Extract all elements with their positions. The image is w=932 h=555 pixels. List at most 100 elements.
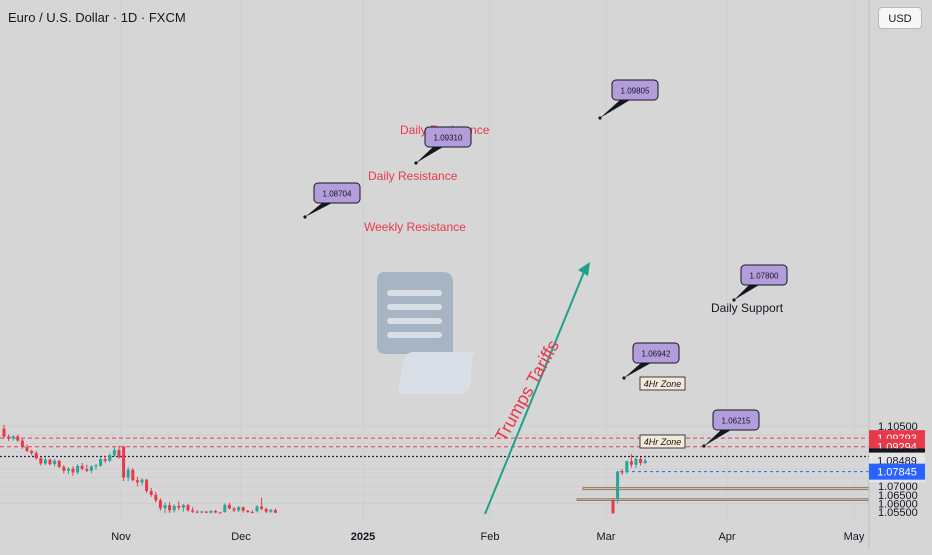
candle-body	[57, 460, 61, 467]
candle-body	[611, 500, 615, 514]
candle-body	[177, 505, 181, 508]
candle-body	[112, 450, 116, 456]
callout-text: 1.07800	[750, 272, 779, 281]
candle-body	[616, 471, 620, 500]
candle-body	[273, 509, 277, 513]
callout-anchor	[622, 376, 626, 380]
price-tick-label: 1.10500	[878, 421, 918, 433]
candle-body	[76, 465, 80, 473]
callout-pointer	[704, 430, 731, 446]
candle-body	[2, 428, 6, 437]
candle-body	[250, 512, 254, 513]
callout-anchor	[414, 161, 418, 165]
candle-body	[158, 500, 162, 509]
candle-body	[34, 453, 38, 459]
callout-box	[424, 126, 472, 148]
symbol-title: Euro / U.S. Dollar · 1D · FXCM	[8, 10, 186, 25]
candle-body	[209, 510, 213, 513]
candle-body	[154, 494, 158, 501]
candle-body	[186, 505, 190, 511]
candle-body	[241, 507, 245, 511]
trend-arrow	[484, 271, 585, 515]
candle-body	[71, 468, 75, 473]
callout-box	[712, 409, 760, 431]
candle-body	[39, 458, 43, 464]
price-tick-label: 1.06500	[878, 490, 918, 502]
time-tick-label: 2025	[351, 531, 375, 543]
candle-body	[227, 504, 231, 509]
candle-body	[145, 479, 149, 492]
time-tick-label: May	[844, 531, 865, 543]
callout-anchor	[732, 298, 736, 302]
time-tick-label: Apr	[718, 531, 735, 543]
zone-label: 4Hr Zone	[644, 437, 682, 447]
callout-text: 1.08704	[323, 190, 352, 199]
callout-text: 1.09310	[434, 134, 463, 143]
price-tick-label: 1.05500	[878, 507, 918, 519]
callout-box	[611, 79, 659, 101]
candle-body	[181, 505, 185, 508]
candle-body	[131, 469, 135, 481]
candle-body	[639, 459, 643, 463]
level-label: Daily Resistance	[368, 169, 458, 183]
zone-label-box	[639, 376, 686, 391]
candle-body	[620, 471, 624, 473]
candle-body	[168, 505, 172, 511]
time-axis: Nov Dec 2025 Feb Mar Apr May	[111, 531, 865, 543]
price-callout: 1.07800	[732, 264, 788, 302]
zone-label-group: 4Hr Zone	[639, 434, 686, 449]
time-tick-label: Nov	[111, 531, 131, 543]
time-tick-label: Mar	[597, 531, 616, 543]
candle-body	[204, 511, 208, 513]
candle-body	[103, 459, 107, 461]
price-callout: 1.09805	[598, 79, 659, 120]
currency-button[interactable]: USD	[878, 7, 922, 29]
candle-body	[629, 461, 633, 465]
price-callout: 1.08704	[303, 182, 361, 219]
candle-body	[48, 459, 52, 465]
callout-text: 1.06942	[642, 350, 671, 359]
callout-box	[313, 182, 361, 204]
trend-arrow-head	[578, 262, 590, 276]
candle-body	[53, 460, 57, 465]
levels-layer	[0, 437, 869, 473]
candle-body	[62, 466, 66, 471]
candle-body	[218, 512, 222, 514]
callout-anchor	[303, 215, 307, 219]
callout-box	[740, 264, 788, 286]
price-callout: 1.06942	[622, 342, 680, 380]
callout-pointer	[416, 147, 443, 163]
candle-body	[108, 455, 112, 461]
zone-rect	[576, 498, 870, 501]
grid-lines	[0, 0, 869, 520]
candle-body	[117, 450, 121, 458]
candle-body	[11, 436, 15, 439]
time-tick-label: Feb	[481, 531, 500, 543]
level-label: Weekly Resistance	[364, 220, 466, 234]
callout-anchor	[598, 116, 602, 120]
zone-label-box	[639, 434, 686, 449]
callout-pointer	[734, 285, 759, 300]
candle-body	[43, 459, 47, 464]
price-tick-label: 1.06000	[878, 498, 918, 510]
price-tag: 1.07845	[869, 463, 925, 480]
callout-pointer	[624, 363, 651, 378]
callout-box	[632, 342, 680, 364]
callout-pointer	[600, 100, 630, 118]
candle-body	[89, 466, 93, 471]
candle-body	[66, 468, 70, 471]
notes-icon	[377, 272, 475, 394]
candle-body	[214, 510, 218, 513]
candle-body	[260, 506, 264, 509]
candle-body	[99, 459, 103, 466]
candle-body	[172, 505, 176, 511]
candle-body	[625, 461, 629, 473]
zone-rect	[582, 487, 870, 491]
candle-body	[30, 450, 34, 454]
candle-body	[269, 509, 273, 512]
candle-body	[643, 460, 647, 463]
candle-body	[200, 511, 204, 513]
candle-body	[122, 446, 126, 478]
